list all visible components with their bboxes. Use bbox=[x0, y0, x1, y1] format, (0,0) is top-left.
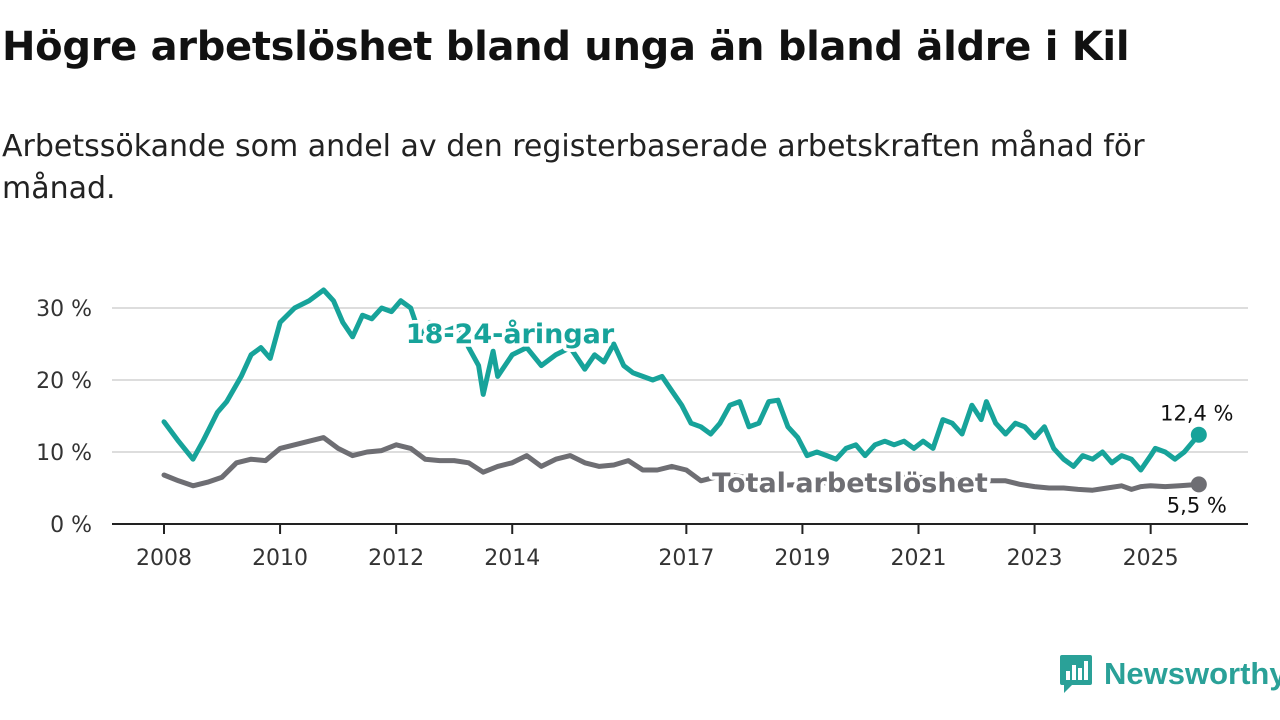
end-marker-total bbox=[1190, 476, 1207, 493]
y-tick-label: 30 % bbox=[36, 297, 92, 322]
x-tick-label: 2023 bbox=[1007, 546, 1063, 571]
end-marker-youth bbox=[1190, 426, 1207, 443]
brand-name: Newsworthy bbox=[1104, 656, 1280, 691]
x-tick-label: 2010 bbox=[252, 546, 308, 571]
end-value-label-total: 5,5 % bbox=[1167, 493, 1227, 517]
chart-title: Högre arbetslöshet bland unga än bland ä… bbox=[2, 24, 1130, 70]
chart-bars-icon bbox=[1060, 655, 1092, 693]
y-tick-label: 0 % bbox=[50, 513, 92, 538]
series-lines bbox=[161, 287, 1202, 493]
series-line-total bbox=[161, 435, 1202, 493]
series-label-total: Total arbetslöshet bbox=[712, 468, 988, 499]
x-tick-label: 2021 bbox=[891, 546, 947, 571]
x-tick-label: 2008 bbox=[136, 546, 192, 571]
series-label-youth: 18-24-åringar bbox=[406, 318, 615, 350]
y-axis-ticks: 0 % 10 % 20 % 30 % bbox=[36, 297, 92, 538]
chart-subtitle: Arbetssökande som andel av den registerb… bbox=[2, 129, 1145, 206]
y-tick-label: 10 % bbox=[36, 441, 92, 466]
x-axis: 2008 2010 2012 2014 2017 2019 2021 2023 2025 bbox=[112, 523, 1248, 571]
x-tick-label: 2012 bbox=[368, 546, 424, 571]
x-tick-label: 2025 bbox=[1123, 546, 1179, 571]
y-tick-label: 20 % bbox=[36, 369, 92, 394]
end-markers: 12,4 % 5,5 % bbox=[1158, 399, 1236, 520]
x-tick-label: 2017 bbox=[658, 546, 714, 571]
end-value-label-youth: 12,4 % bbox=[1160, 402, 1233, 426]
x-tick-label: 2014 bbox=[484, 546, 540, 571]
series-line-youth bbox=[161, 287, 1202, 473]
gridlines bbox=[112, 307, 1248, 453]
brand-logo: Newsworthy bbox=[1058, 652, 1280, 696]
x-tick-label: 2019 bbox=[774, 546, 830, 571]
series-labels: 18-24-åringar Total arbetslöshet bbox=[402, 315, 991, 503]
